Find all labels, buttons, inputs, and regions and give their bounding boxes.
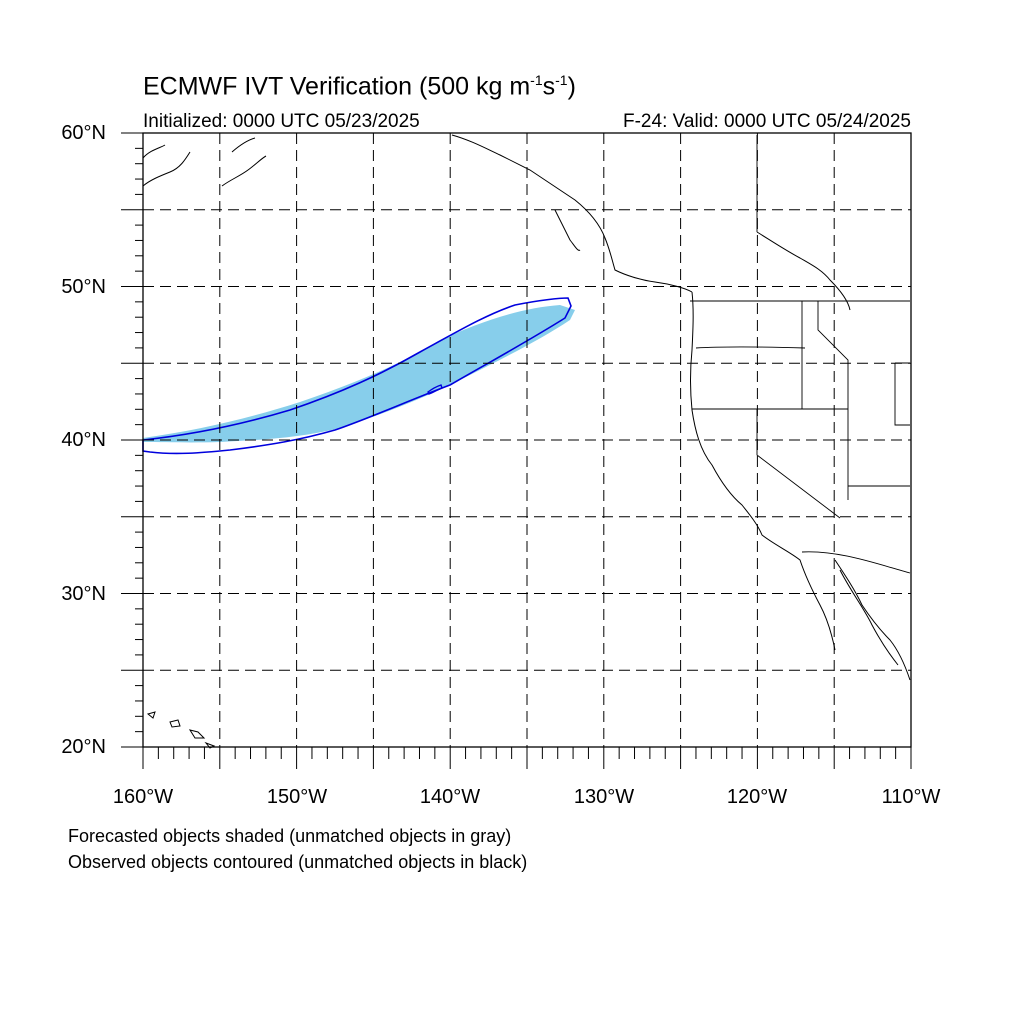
lat-label-40: 40°N [61, 429, 106, 451]
lon-label-140w: 140°W [419, 786, 481, 808]
valid-time: F-24: Valid: 0000 UTC 05/24/2025 [623, 111, 911, 132]
lat-label-20: 20°N [61, 736, 106, 758]
observed-legend-note: Observed objects contoured (unmatched ob… [68, 852, 528, 872]
gridlines [143, 133, 911, 747]
map-title: ECMWF IVT Verification (500 kg m-1s-1) [143, 72, 576, 101]
forecast-object-fill [143, 305, 575, 443]
lat-label-60: 60°N [61, 122, 106, 144]
political-borders [690, 135, 911, 574]
observed-small-contour [427, 384, 443, 395]
lon-label-150w: 150°W [266, 786, 328, 808]
lon-label-160w: 160°W [112, 786, 174, 808]
lon-label-130w: 130°W [573, 786, 635, 808]
lat-label-50: 50°N [61, 276, 106, 298]
initialized-time: Initialized: 0000 UTC 05/23/2025 [143, 111, 420, 132]
coastlines [142, 134, 911, 749]
lon-label-120w: 120°W [726, 786, 788, 808]
tick-marks [121, 132, 912, 769]
observed-object-contour [142, 297, 572, 455]
lat-label-30: 30°N [61, 583, 106, 605]
lon-label-110w: 110°W [881, 786, 941, 808]
forecast-legend-note: Forecasted objects shaded (unmatched obj… [68, 826, 512, 846]
